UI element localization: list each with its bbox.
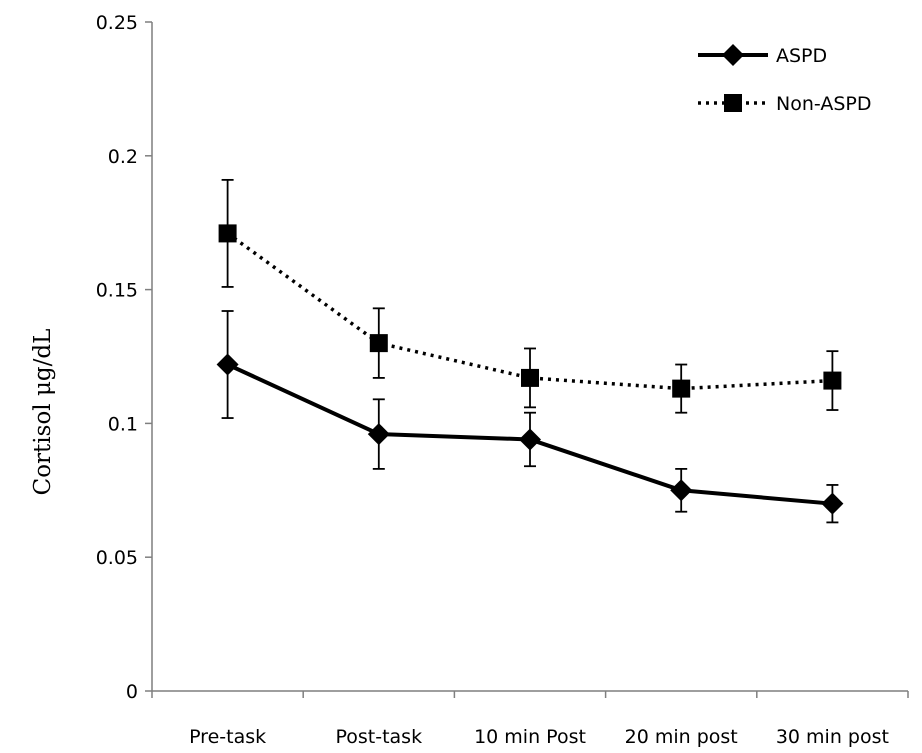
y-tick-label: 0.2	[108, 146, 138, 168]
non-aspd-series-line	[226, 231, 833, 391]
legend-non-aspd-label: Non-ASPD	[776, 93, 871, 115]
y-axis-label: Cortisol μg/dL	[30, 329, 56, 496]
series-markers	[216, 224, 844, 515]
non-aspd-data-point	[521, 368, 539, 387]
y-tick-label: 0.15	[96, 280, 138, 302]
aspd-data-point	[519, 428, 541, 451]
axes: 0 0.05 0.1 0.15 0.2 0.25 Pre-task Post-task 10 m…	[96, 12, 909, 748]
aspd-data-point	[367, 423, 390, 446]
x-tick-label: 10 min Post	[474, 726, 586, 748]
aspd-data-point	[670, 479, 693, 502]
x-tick-label: 20 min post	[625, 726, 738, 748]
legend-aspd-label: ASPD	[776, 45, 827, 67]
non-aspd-data-point	[369, 334, 388, 353]
non-aspd-data-point	[672, 379, 691, 398]
y-tick-label: 0	[126, 681, 138, 703]
error-bars	[221, 178, 839, 524]
y-tick-label: 0.1	[108, 413, 138, 435]
aspd-data-point	[821, 492, 844, 515]
non-aspd-data-point	[823, 371, 842, 390]
x-tick-label: Pre-task	[189, 726, 266, 748]
legend: ASPD Non-ASPD	[698, 44, 871, 115]
x-tick-label: Post-task	[335, 726, 422, 748]
legend-non-aspd-marker	[724, 94, 742, 112]
y-tick-label: 0.05	[96, 547, 138, 569]
y-tick-label: 0.25	[96, 12, 138, 34]
x-tick-label: 30 min post	[776, 726, 889, 748]
non-aspd-data-point	[218, 224, 237, 243]
legend-aspd-marker	[722, 44, 744, 66]
aspd-data-point	[216, 353, 239, 376]
